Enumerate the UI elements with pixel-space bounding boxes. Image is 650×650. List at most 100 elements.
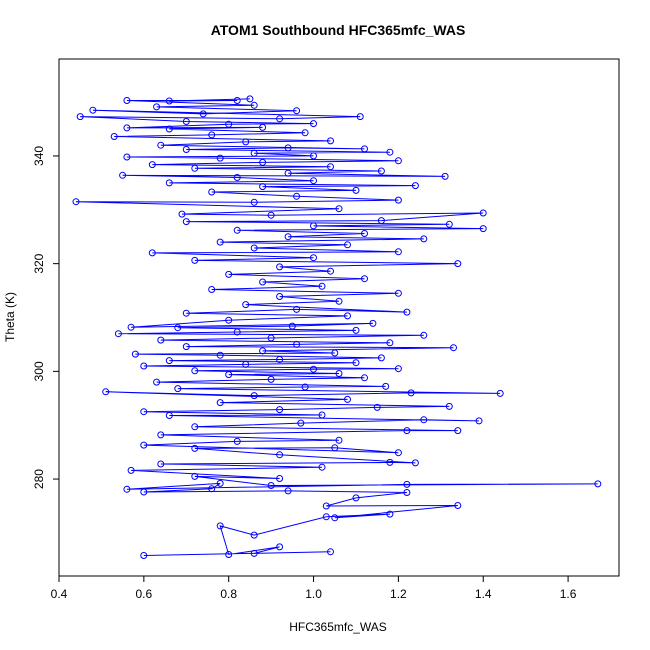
- data-point: [284, 144, 292, 152]
- data-point: [140, 441, 148, 449]
- data-point: [394, 449, 402, 457]
- data-point: [110, 133, 118, 140]
- data-point: [250, 392, 258, 400]
- data-point: [233, 328, 241, 336]
- data-point: [361, 145, 368, 153]
- y-axis-label: Theta (K): [3, 292, 17, 342]
- x-tick-label: 0.4: [51, 587, 68, 601]
- data-point: [191, 367, 199, 375]
- data-point: [153, 103, 161, 111]
- data-point: [165, 179, 173, 187]
- y-tick-label: 320: [32, 253, 46, 273]
- data-point: [361, 374, 368, 382]
- x-axis-label: HFC365mfc_WAS: [289, 620, 387, 634]
- data-point: [479, 209, 487, 217]
- y-axis: 280 300 320 340: [32, 146, 60, 489]
- data-point: [276, 263, 284, 271]
- data-point: [225, 551, 233, 558]
- data-point: [199, 110, 207, 118]
- data-point: [377, 217, 385, 225]
- data-point: [361, 275, 368, 283]
- data-point: [284, 233, 292, 241]
- data-point: [411, 459, 419, 467]
- data-point: [259, 278, 267, 286]
- data-point: [276, 451, 284, 459]
- data-point: [310, 152, 317, 160]
- data-point: [259, 183, 267, 191]
- data-point: [182, 343, 190, 351]
- data-point: [344, 395, 351, 403]
- data-point: [335, 436, 343, 444]
- data-point: [276, 543, 284, 551]
- data-point: [250, 244, 258, 252]
- data-point: [174, 385, 182, 393]
- data-point: [242, 301, 250, 309]
- data-point: [225, 120, 233, 128]
- data-point: [157, 431, 165, 439]
- data-point: [191, 472, 199, 480]
- data-point: [102, 388, 110, 396]
- data-point: [394, 196, 402, 204]
- data-point: [454, 502, 462, 509]
- data-point: [123, 97, 131, 104]
- data-point: [276, 115, 284, 123]
- data-point: [123, 124, 131, 132]
- data-point: [208, 131, 216, 139]
- data-point: [153, 378, 161, 386]
- data-point: [394, 289, 402, 297]
- data-point: [386, 510, 394, 518]
- data-point: [225, 270, 233, 278]
- data-point: [140, 362, 148, 370]
- data-point: [293, 192, 301, 200]
- data-point: [394, 365, 402, 373]
- data-point: [233, 437, 241, 445]
- data-point: [475, 417, 483, 425]
- data-point: [411, 182, 419, 190]
- data-point: [310, 365, 317, 373]
- data-point: [250, 149, 258, 157]
- data-point: [140, 552, 148, 559]
- data-point: [216, 399, 224, 407]
- y-tick-label: 300: [32, 361, 46, 381]
- data-point: [148, 249, 156, 257]
- data-point: [276, 475, 284, 482]
- data-point: [318, 463, 326, 471]
- x-tick-label: 1.4: [475, 587, 492, 601]
- data-point: [293, 107, 301, 115]
- data-point: [318, 282, 326, 290]
- data-point: [76, 113, 84, 121]
- data-point: [420, 235, 428, 243]
- data-point: [288, 322, 296, 330]
- data-point: [318, 411, 326, 419]
- data-point: [165, 97, 173, 105]
- data-point: [242, 360, 250, 368]
- data-point: [293, 305, 301, 313]
- data-point: [403, 489, 411, 496]
- series-line: [75, 98, 598, 556]
- data-point: [441, 172, 449, 180]
- data-point: [310, 254, 317, 262]
- data-point: [403, 480, 411, 488]
- data-point: [259, 347, 267, 355]
- data-point: [293, 340, 301, 348]
- data-point: [148, 161, 156, 169]
- data-point: [157, 460, 165, 468]
- data-point: [310, 120, 317, 128]
- data-point: [356, 113, 364, 121]
- data-point: [373, 403, 381, 411]
- data-point: [301, 129, 309, 137]
- data-point: [335, 370, 343, 377]
- data-point: [331, 349, 339, 357]
- x-tick-label: 0.8: [220, 587, 237, 601]
- y-tick-label: 280: [32, 469, 46, 489]
- data-point: [123, 485, 131, 493]
- data-point: [361, 230, 368, 237]
- data-point: [445, 220, 453, 228]
- x-tick-label: 1.2: [390, 587, 407, 601]
- data-point: [191, 423, 199, 431]
- data-point: [331, 444, 339, 452]
- data-point: [250, 531, 258, 539]
- data-point: [250, 198, 258, 206]
- data-point: [327, 137, 334, 145]
- data-point: [344, 312, 351, 320]
